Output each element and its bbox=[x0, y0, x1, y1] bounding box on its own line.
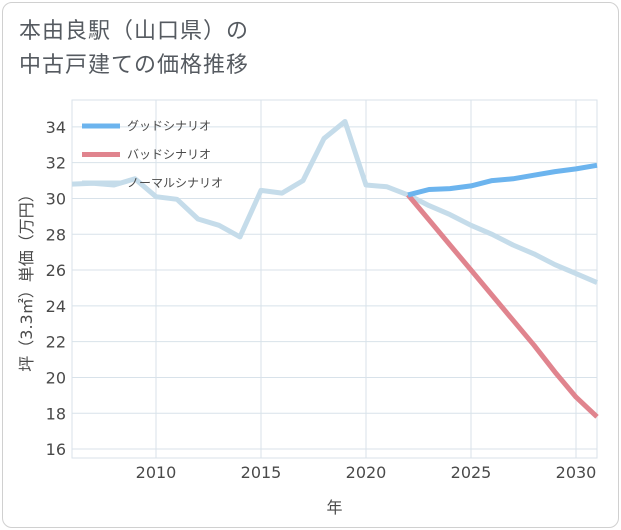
x-tick-label: 2020 bbox=[346, 463, 387, 482]
y-tick-label: 26 bbox=[46, 261, 66, 280]
y-tick-label: 34 bbox=[46, 118, 66, 137]
y-tick-label: 30 bbox=[46, 189, 66, 208]
y-tick-label: 24 bbox=[46, 297, 66, 316]
axes: 16 18 20 22 24 26 28 30 32 34 2010 2015 2020 2025 2030 bbox=[46, 118, 597, 482]
grid bbox=[71, 99, 598, 459]
y-tick-label: 28 bbox=[46, 225, 66, 244]
legend-label-2: ノーマルシナリオ bbox=[127, 176, 223, 190]
series-line-1 bbox=[406, 193, 599, 419]
y-tick-label: 18 bbox=[46, 404, 66, 423]
y-tick-label: 22 bbox=[46, 333, 66, 352]
legend-label-0: グッドシナリオ bbox=[127, 119, 211, 133]
series-line-2 bbox=[71, 119, 598, 285]
series-lines bbox=[71, 119, 599, 419]
y-tick-label: 20 bbox=[46, 368, 66, 387]
x-tick-label: 2030 bbox=[556, 463, 597, 482]
x-axis-label: 年 bbox=[326, 498, 342, 517]
plot-border bbox=[71, 99, 598, 459]
y-tick-label: 32 bbox=[46, 154, 66, 173]
chart-title: 本由良駅（山口県）の 中古戸建ての価格推移 bbox=[19, 15, 249, 83]
x-tick-label: 2015 bbox=[241, 463, 282, 482]
title-line-1: 本由良駅（山口県）の bbox=[19, 19, 250, 44]
y-tick-label: 16 bbox=[46, 440, 66, 459]
legend-label-1: バッドシナリオ bbox=[127, 148, 211, 162]
x-tick-label: 2025 bbox=[451, 463, 492, 482]
title-line-2: 中古戸建ての価格推移 bbox=[19, 53, 250, 78]
series-line-0 bbox=[407, 162, 598, 198]
x-tick-label: 2010 bbox=[136, 463, 177, 482]
y-axis-label: 坪（3.3㎡）単価（万円） bbox=[17, 186, 36, 371]
